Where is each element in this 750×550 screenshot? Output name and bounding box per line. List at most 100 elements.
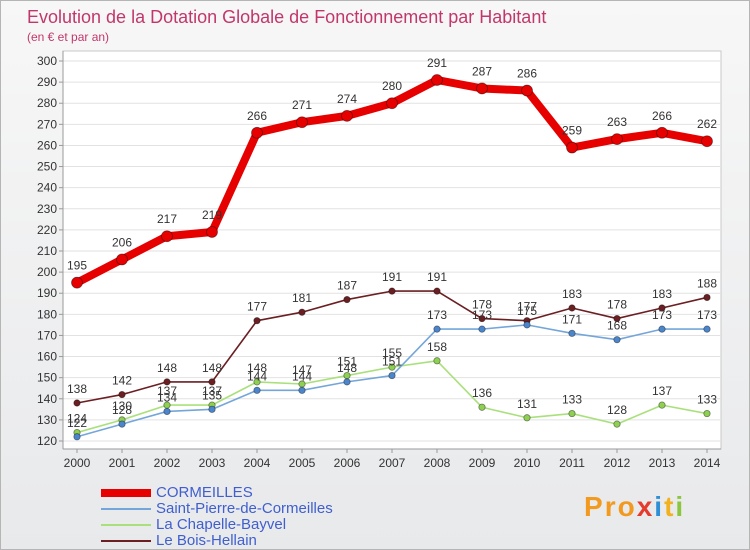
data-label-saint-pierre-de-cormeilles: 134: [157, 390, 177, 404]
data-label-la-chapelle-bayvel: 133: [562, 393, 582, 407]
legend-swatch: [101, 540, 151, 542]
data-label-cormeilles: 219: [202, 208, 222, 222]
data-point-cormeilles[interactable]: [251, 126, 263, 139]
data-point-le-bois-hellain[interactable]: [208, 378, 216, 386]
legend-item-cormeilles: CORMEILLES: [101, 485, 333, 501]
data-point-saint-pierre-de-cormeilles[interactable]: [343, 378, 351, 386]
data-point-saint-pierre-de-cormeilles[interactable]: [253, 386, 261, 394]
data-point-le-bois-hellain[interactable]: [343, 295, 351, 304]
data-point-la-chapelle-bayvel[interactable]: [388, 363, 396, 371]
data-point-cormeilles[interactable]: [566, 141, 578, 154]
data-label-le-bois-hellain: 148: [202, 361, 222, 375]
data-point-cormeilles[interactable]: [611, 133, 623, 146]
data-point-cormeilles[interactable]: [161, 230, 173, 243]
data-label-le-bois-hellain: 183: [652, 287, 672, 301]
data-point-saint-pierre-de-cormeilles[interactable]: [163, 407, 171, 416]
x-tick-label: 2007: [379, 456, 406, 470]
data-point-la-chapelle-bayvel[interactable]: [703, 409, 711, 418]
proxiti-logo[interactable]: Proxiti: [584, 491, 685, 523]
data-label-cormeilles: 274: [337, 92, 357, 106]
data-point-la-chapelle-bayvel[interactable]: [568, 409, 576, 418]
data-point-saint-pierre-de-cormeilles[interactable]: [478, 325, 486, 333]
logo-letter: x: [636, 491, 655, 522]
x-tick-label: 2003: [199, 456, 226, 470]
data-label-saint-pierre-de-cormeilles: 173: [697, 308, 717, 322]
data-label-saint-pierre-de-cormeilles: 128: [112, 403, 132, 417]
data-point-saint-pierre-de-cormeilles[interactable]: [118, 420, 126, 428]
y-tick-label: 160: [37, 350, 57, 364]
data-label-cormeilles: 217: [157, 212, 177, 226]
data-label-la-chapelle-bayvel: 124: [67, 412, 87, 426]
data-label-le-bois-hellain: 148: [157, 361, 177, 375]
data-label-saint-pierre-de-cormeilles: 151: [382, 355, 402, 369]
y-tick-label: 300: [37, 54, 57, 68]
data-point-le-bois-hellain[interactable]: [703, 293, 711, 302]
data-point-saint-pierre-de-cormeilles[interactable]: [703, 325, 711, 333]
data-point-cormeilles[interactable]: [431, 74, 443, 86]
data-point-cormeilles[interactable]: [71, 276, 83, 289]
data-point-le-bois-hellain[interactable]: [118, 390, 126, 399]
y-tick-label: 170: [37, 328, 57, 342]
data-point-le-bois-hellain[interactable]: [163, 378, 171, 386]
axes: 120 130 140 150 160 170 180 190 200 210 220 230 240 2…: [37, 51, 721, 470]
y-tick-label: 130: [37, 413, 57, 427]
legend-label: CORMEILLES: [156, 484, 253, 501]
data-point-saint-pierre-de-cormeilles[interactable]: [433, 325, 441, 333]
data-point-saint-pierre-de-cormeilles[interactable]: [208, 405, 216, 413]
data-point-cormeilles[interactable]: [656, 126, 668, 139]
data-point-saint-pierre-de-cormeilles[interactable]: [523, 321, 531, 329]
data-point-le-bois-hellain[interactable]: [388, 287, 396, 295]
data-label-la-chapelle-bayvel: 158: [427, 340, 447, 354]
y-tick-label: 150: [37, 371, 57, 385]
y-tick-label: 270: [37, 117, 57, 131]
data-point-la-chapelle-bayvel[interactable]: [478, 403, 486, 411]
data-point-cormeilles[interactable]: [521, 84, 533, 97]
data-point-cormeilles[interactable]: [296, 116, 308, 129]
data-point-cormeilles[interactable]: [116, 253, 128, 266]
data-point-saint-pierre-de-cormeilles[interactable]: [298, 386, 306, 394]
legend-item-le-bois-hellain: Le Bois-Hellain: [101, 533, 333, 549]
x-tick-label: 2002: [154, 456, 181, 470]
data-point-la-chapelle-bayvel[interactable]: [433, 357, 441, 365]
data-point-le-bois-hellain[interactable]: [568, 304, 576, 312]
data-point-le-bois-hellain[interactable]: [73, 399, 81, 407]
data-label-le-bois-hellain: 177: [247, 300, 267, 314]
data-point-le-bois-hellain[interactable]: [298, 308, 306, 316]
data-label-cormeilles: 259: [562, 124, 582, 138]
chart-title: Evolution de la Dotation Globale de Fonc…: [27, 7, 547, 27]
data-label-saint-pierre-de-cormeilles: 171: [562, 312, 582, 326]
y-tick-label: 240: [37, 181, 57, 195]
x-tick-label: 2008: [424, 456, 451, 470]
data-point-le-bois-hellain[interactable]: [478, 314, 486, 323]
data-point-le-bois-hellain[interactable]: [433, 287, 441, 295]
data-point-saint-pierre-de-cormeilles[interactable]: [388, 371, 396, 380]
data-point-saint-pierre-de-cormeilles[interactable]: [613, 336, 621, 344]
data-point-le-bois-hellain[interactable]: [253, 317, 261, 325]
data-point-cormeilles[interactable]: [386, 97, 398, 110]
x-tick-label: 2013: [649, 456, 676, 470]
data-label-le-bois-hellain: 183: [562, 287, 582, 301]
data-label-le-bois-hellain: 138: [67, 382, 87, 396]
y-tick-label: 120: [37, 434, 57, 448]
data-point-cormeilles[interactable]: [341, 109, 353, 122]
data-label-saint-pierre-de-cormeilles: 173: [472, 308, 492, 322]
data-point-le-bois-hellain[interactable]: [658, 304, 666, 312]
data-label-saint-pierre-de-cormeilles: 175: [517, 304, 537, 318]
data-point-cormeilles[interactable]: [476, 82, 488, 95]
x-tick-label: 2006: [334, 456, 361, 470]
data-point-cormeilles[interactable]: [701, 135, 713, 148]
data-point-la-chapelle-bayvel[interactable]: [658, 401, 666, 409]
data-point-la-chapelle-bayvel[interactable]: [613, 420, 621, 428]
data-label-cormeilles: 266: [247, 109, 267, 123]
data-point-le-bois-hellain[interactable]: [613, 314, 621, 323]
data-point-la-chapelle-bayvel[interactable]: [253, 378, 261, 386]
data-point-saint-pierre-de-cormeilles[interactable]: [568, 329, 576, 337]
data-label-la-chapelle-bayvel: 137: [652, 384, 672, 398]
data-point-saint-pierre-de-cormeilles[interactable]: [658, 325, 666, 333]
data-point-saint-pierre-de-cormeilles[interactable]: [73, 433, 81, 441]
data-label-le-bois-hellain: 188: [697, 276, 717, 290]
data-point-cormeilles[interactable]: [206, 226, 218, 238]
data-point-la-chapelle-bayvel[interactable]: [523, 414, 531, 422]
x-tick-label: 2010: [514, 456, 541, 470]
x-tick-label: 2009: [469, 456, 496, 470]
